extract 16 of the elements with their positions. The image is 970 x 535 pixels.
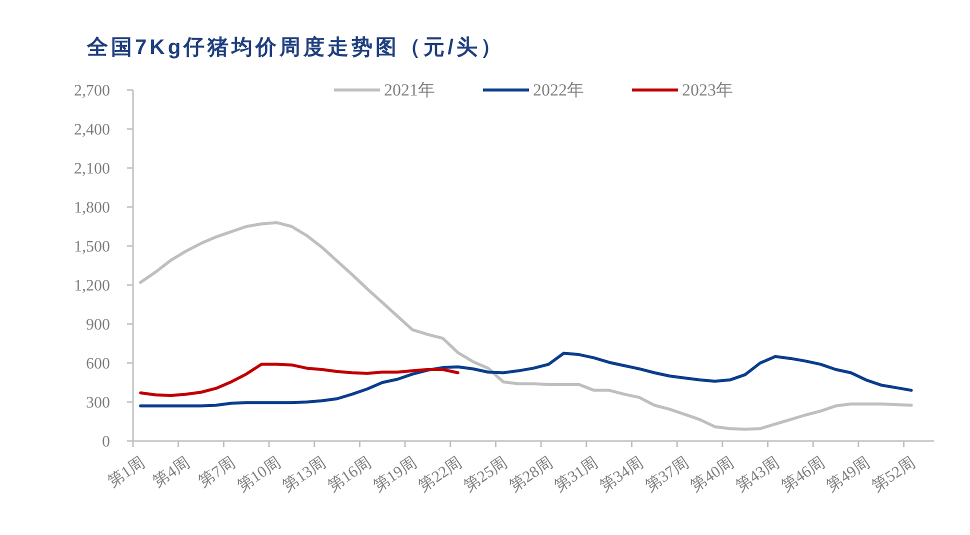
y-tick-label: 600 bbox=[86, 356, 110, 372]
y-tick-label: 300 bbox=[86, 394, 110, 412]
y-tick-label: 900 bbox=[86, 316, 110, 334]
legend-label: 2022年 bbox=[533, 80, 584, 100]
y-tick-label: 1,800 bbox=[74, 200, 110, 216]
y-tick-label: 0 bbox=[102, 434, 110, 450]
y-tick-label: 2,700 bbox=[74, 82, 110, 100]
y-tick-label: 2,400 bbox=[74, 122, 110, 138]
title: 全国7Kg仔猪均价周度走势图（元/头） bbox=[87, 36, 505, 59]
y-tick-label: 1,200 bbox=[74, 278, 110, 294]
x-tick-label: 第4周 bbox=[150, 454, 194, 491]
legend-label: 2021年 bbox=[384, 80, 435, 100]
legend-label: 2023年 bbox=[682, 80, 733, 100]
x-tick-label: 第1周 bbox=[105, 454, 148, 491]
y-tick-label: 1,500 bbox=[74, 238, 110, 256]
y-tick-label: 2,100 bbox=[74, 160, 110, 178]
